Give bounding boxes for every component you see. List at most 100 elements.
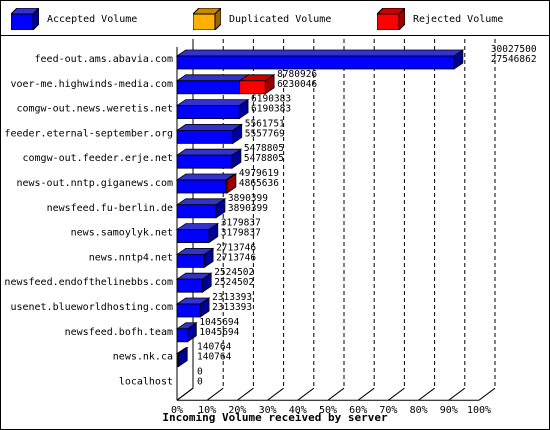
value-label-total: 8780926 bbox=[277, 69, 317, 80]
value-label-accepted: 2713746 bbox=[216, 252, 256, 263]
floor-tick bbox=[237, 387, 254, 401]
x-tick-label: 80% bbox=[410, 405, 428, 416]
bar-side-accepted bbox=[231, 148, 242, 169]
floor-tick bbox=[418, 387, 435, 401]
x-tick-label: 90% bbox=[440, 405, 458, 416]
bar-side-accepted bbox=[238, 98, 249, 120]
bar-side-accepted bbox=[215, 198, 226, 219]
value-label-total: 0 bbox=[197, 366, 203, 377]
value-label-accepted: 140764 bbox=[197, 352, 232, 363]
bar-top-accepted bbox=[175, 173, 237, 181]
category-label: newsfeed.bofh.team bbox=[65, 327, 173, 338]
value-label-total: 3179837 bbox=[221, 218, 261, 229]
bar-side-rejected bbox=[226, 173, 237, 194]
category-label: voer-me.highwinds-media.com bbox=[10, 79, 173, 90]
value-label-accepted: 4865636 bbox=[239, 178, 279, 189]
category-labels: feed-out.ams.abavia.com voer-me.highwinds… bbox=[4, 54, 173, 387]
legend-label-accepted: Accepted Volume bbox=[47, 13, 138, 25]
bar-top-accepted bbox=[175, 148, 243, 156]
bar-top-accepted bbox=[175, 124, 243, 131]
bar-top-accepted bbox=[175, 99, 250, 106]
value-label-total: 1045694 bbox=[199, 317, 239, 328]
legend-swatch-accepted bbox=[11, 8, 39, 30]
gridlines bbox=[176, 39, 496, 401]
value-label-total: 5478805 bbox=[244, 143, 284, 154]
value-label-accepted: 5478805 bbox=[244, 153, 284, 164]
x-tick-label: 30% bbox=[259, 405, 277, 416]
value-label-accepted: 2524502 bbox=[214, 277, 254, 288]
floor-edge-line bbox=[176, 387, 194, 401]
value-label-accepted: 3890399 bbox=[228, 203, 268, 214]
swatch-front-rejected bbox=[377, 13, 400, 30]
legend-item-duplicated: Duplicated Volume bbox=[193, 7, 331, 31]
legend-item-rejected: Rejected Volume bbox=[377, 7, 503, 31]
floor-tick bbox=[267, 387, 284, 401]
value-label-accepted: 2313393 bbox=[212, 302, 252, 313]
category-label: usenet.blueworldhosting.com bbox=[10, 302, 173, 313]
category-label: localhost bbox=[119, 376, 173, 387]
category-label: news-out.nntp.giganews.com bbox=[16, 178, 173, 189]
x-tick-label: 50% bbox=[319, 405, 337, 416]
bar-accepted bbox=[176, 129, 234, 144]
value-label-total: 140764 bbox=[197, 342, 232, 353]
floor-tick bbox=[357, 387, 375, 401]
value-label-total: 2524502 bbox=[214, 267, 254, 278]
bar-side-accepted bbox=[201, 272, 212, 293]
category-label: comgw-out.news.weretis.net bbox=[16, 104, 173, 115]
x-tick-label: 70% bbox=[379, 405, 397, 416]
x-tick-label: 10% bbox=[198, 405, 216, 416]
value-label-total: 30027500 bbox=[491, 44, 537, 55]
x-tick-label: 100% bbox=[467, 405, 491, 416]
value-label-total: 2313393 bbox=[212, 292, 252, 303]
x-tick-label: 40% bbox=[289, 405, 307, 416]
bar-accepted bbox=[176, 154, 233, 169]
bar-accepted bbox=[176, 303, 201, 318]
bar-accepted bbox=[176, 328, 188, 343]
category-label: feeder.eternal-september.org bbox=[4, 128, 173, 139]
x-axis-title: Incoming Volume received by server bbox=[162, 411, 388, 424]
bar-side-accepted bbox=[203, 247, 214, 269]
swatch-front-duplicated bbox=[193, 13, 216, 30]
value-label-total: 3890399 bbox=[228, 193, 268, 204]
category-label: news.samoylyk.net bbox=[71, 228, 173, 239]
category-label: news.nntp4.net bbox=[89, 252, 173, 263]
value-label-accepted: 5557769 bbox=[245, 128, 285, 139]
value-label-total: 2713746 bbox=[216, 242, 256, 253]
bar-top-accepted bbox=[175, 74, 250, 82]
bar-accepted bbox=[176, 204, 217, 219]
value-label-accepted: 6230046 bbox=[277, 79, 317, 90]
value-label-total: 6190383 bbox=[251, 94, 291, 105]
bar-side-accepted bbox=[199, 297, 210, 318]
bar-accepted bbox=[176, 253, 205, 268]
legend-swatch-duplicated bbox=[193, 8, 221, 30]
bar-accepted bbox=[176, 179, 227, 194]
category-label: comgw-out.feeder.erje.net bbox=[22, 153, 173, 164]
bar-top-accepted bbox=[175, 49, 465, 57]
x-tick-label: 60% bbox=[349, 405, 367, 416]
bar-side-accepted bbox=[208, 222, 219, 244]
bar-rejected bbox=[239, 80, 266, 95]
legend-swatch-rejected bbox=[377, 8, 405, 30]
x-tick-label: 20% bbox=[228, 405, 246, 416]
category-label: newsfeed.fu-berlin.de bbox=[47, 203, 173, 214]
category-label: newsfeed.endofthelinebbs.com bbox=[4, 277, 173, 288]
floor-tick bbox=[478, 387, 496, 401]
legend: Accepted Volume Duplicated Volume Reject… bbox=[1, 1, 549, 36]
bar-side-accepted bbox=[453, 49, 464, 70]
value-label-total: 5561751 bbox=[245, 118, 285, 129]
bar-accepted bbox=[176, 105, 240, 119]
floor-tick bbox=[448, 387, 466, 401]
floor-tick bbox=[297, 387, 315, 401]
value-label-accepted: 6190383 bbox=[251, 104, 291, 115]
bars bbox=[175, 49, 465, 368]
bar-accepted bbox=[176, 278, 203, 293]
category-label: news.nk.ca bbox=[113, 352, 173, 363]
value-label-total: 4979619 bbox=[239, 168, 279, 179]
legend-item-accepted: Accepted Volume bbox=[11, 7, 137, 31]
swatch-front-accepted bbox=[11, 13, 34, 30]
bar-side-rejected bbox=[264, 74, 275, 95]
bar-side-accepted bbox=[187, 322, 197, 343]
